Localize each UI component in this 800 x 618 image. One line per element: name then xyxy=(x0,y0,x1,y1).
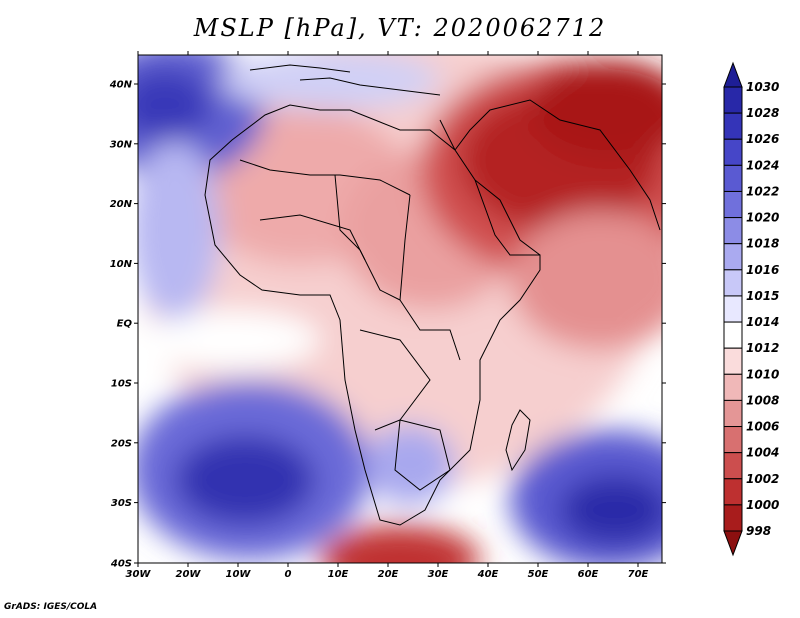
colorbar-swatch xyxy=(723,243,743,271)
colorbar-swatch xyxy=(723,452,743,480)
credit-text: GrADS: IGES/COLA xyxy=(4,602,98,612)
colorbar-level-label: 1015 xyxy=(746,289,779,303)
lon-tick-label: 40E xyxy=(477,569,499,580)
colorbar-level-label: 1004 xyxy=(746,446,779,460)
colorbar-swatch xyxy=(723,295,743,323)
colorbar-level-label: 1020 xyxy=(746,211,779,225)
lon-tick-label: 20E xyxy=(378,569,399,580)
lat-tick-label: EQ xyxy=(117,319,133,330)
colorbar-level-label: 1008 xyxy=(746,393,779,407)
colorbar-swatch xyxy=(723,138,743,166)
colorbar-level-label: 1024 xyxy=(746,158,779,172)
colorbar-swatch xyxy=(723,217,743,245)
lon-tick-label: 10E xyxy=(328,569,349,580)
colorbar-level-label: 1016 xyxy=(746,263,779,277)
lon-tick-label: 20W xyxy=(176,569,202,580)
lat-tick-label: 30N xyxy=(110,139,133,150)
map-title: MSLP [hPa], VT: 2020062712 xyxy=(193,14,607,42)
colorbar-swatch xyxy=(723,321,743,349)
lat-tick-label: 20S xyxy=(111,438,132,449)
colorbar-level-label: 1014 xyxy=(746,315,779,329)
lat-tick-label: 40S xyxy=(110,559,132,570)
lat-tick-label: 10N xyxy=(110,259,133,270)
colorbar-swatch xyxy=(723,399,743,428)
colorbar-level-label: 1030 xyxy=(746,80,779,94)
lat-tick-label: 30S xyxy=(111,498,132,509)
lon-tick-label: 30W xyxy=(126,569,152,580)
colorbar-swatch xyxy=(723,269,743,297)
colorbar-swatch xyxy=(723,347,743,375)
latitude-axis: 40N 30N 20N 10N EQ 10S 20S 30S 40S xyxy=(109,80,666,570)
longitude-axis: 30W 20W 10W 0 10E 20E 30E 40E 50E 60E 70E xyxy=(126,51,649,580)
colorbar-level-label: 1000 xyxy=(746,498,779,512)
colorbar: 1030 1028 1026 1024 1022 1020 1018 1016 1015 1014… xyxy=(723,61,779,557)
lon-tick-label: 30E xyxy=(428,569,449,580)
colorbar-swatch xyxy=(723,504,743,532)
lon-tick-label: 50E xyxy=(528,569,549,580)
lon-tick-label: 10W xyxy=(226,569,252,580)
colorbar-swatch xyxy=(723,112,743,140)
plot-frame xyxy=(137,54,663,564)
colorbar-bottom-arrow xyxy=(723,530,743,557)
colorbar-level-label: 1006 xyxy=(746,420,779,434)
colorbar-swatch xyxy=(723,86,743,114)
colorbar-level-label: 1012 xyxy=(746,341,779,355)
colorbar-swatch xyxy=(723,190,743,219)
colorbar-level-label: 1028 xyxy=(746,106,779,120)
lon-tick-label: 60E xyxy=(578,569,599,580)
colorbar-level-label: 1022 xyxy=(746,184,779,198)
lat-tick-label: 20N xyxy=(110,199,133,210)
colorbar-level-label: 998 xyxy=(746,524,771,538)
colorbar-swatch xyxy=(723,478,743,506)
colorbar-swatch xyxy=(723,426,743,454)
colorbar-level-label: 1010 xyxy=(746,367,779,381)
lon-tick-label: 0 xyxy=(285,569,292,580)
colorbar-level-label: 1026 xyxy=(746,132,779,146)
pressure-field xyxy=(138,55,662,563)
colorbar-level-label: 1002 xyxy=(746,472,779,486)
lat-tick-label: 40N xyxy=(109,80,133,91)
colorbar-swatch xyxy=(723,164,743,192)
colorbar-level-label: 1018 xyxy=(746,237,779,251)
lon-tick-label: 70E xyxy=(628,569,649,580)
colorbar-top-arrow xyxy=(723,61,743,88)
coastlines xyxy=(204,64,661,526)
lat-tick-label: 10S xyxy=(111,379,132,390)
colorbar-swatch xyxy=(723,373,743,401)
